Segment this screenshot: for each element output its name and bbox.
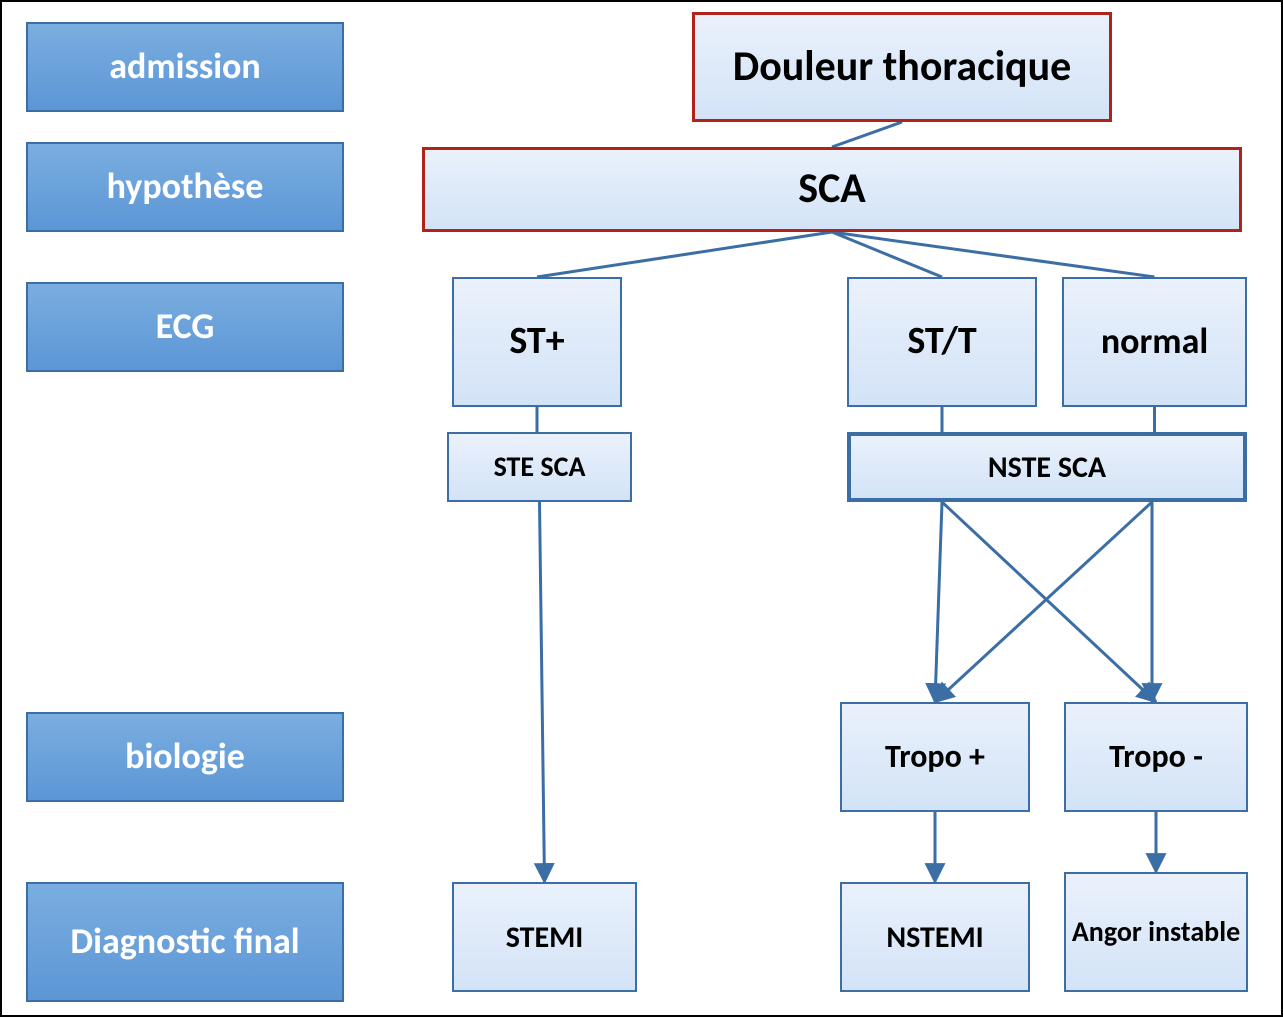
flowchart-canvas: admission hypothèse ECG biologie Diagnostic … xyxy=(0,0,1283,1017)
node-stt: ST/T xyxy=(847,277,1037,407)
row-label-hypothese: hypothèse xyxy=(26,142,344,232)
edge-sca-normal xyxy=(832,232,1155,277)
edge-nstesca-tropop xyxy=(935,502,1152,702)
row-label-ecg: ECG xyxy=(26,282,344,372)
edge-stesca-stemi xyxy=(540,502,545,882)
edge-nstesca-tropom xyxy=(942,502,1156,702)
node-tropop: Tropo + xyxy=(840,702,1030,812)
edge-douleur-sca xyxy=(832,122,902,147)
node-stplus: ST+ xyxy=(452,277,622,407)
edge-sca-stt xyxy=(832,232,942,277)
node-angor: Angor instable xyxy=(1064,872,1248,992)
node-normal: normal xyxy=(1062,277,1247,407)
row-label-biologie: biologie xyxy=(26,712,344,802)
row-label-admission: admission xyxy=(26,22,344,112)
node-tropom: Tropo - xyxy=(1064,702,1248,812)
node-stemi: STEMI xyxy=(452,882,637,992)
node-sca: SCA xyxy=(422,147,1242,232)
node-douleur: Douleur thoracique xyxy=(692,12,1112,122)
node-nstemi: NSTEMI xyxy=(840,882,1030,992)
edge-nstesca-tropop xyxy=(935,502,942,702)
edge-sca-stplus xyxy=(537,232,832,277)
node-nstesca: NSTE SCA xyxy=(847,432,1247,502)
row-label-diagnostic: Diagnostic final xyxy=(26,882,344,1002)
node-stesca: STE SCA xyxy=(447,432,632,502)
